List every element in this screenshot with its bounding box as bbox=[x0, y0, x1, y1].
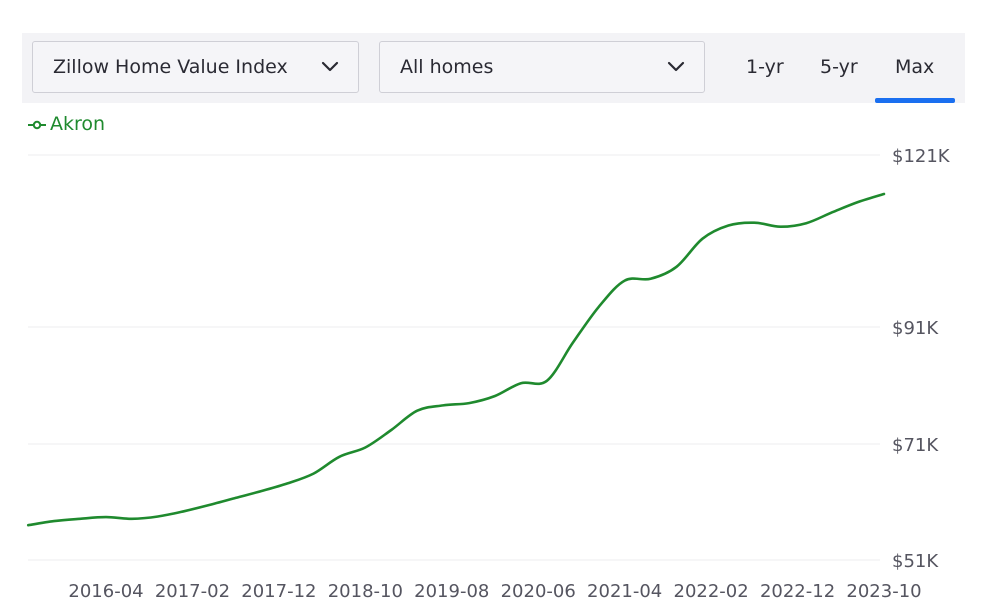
metric-dropdown[interactable]: Zillow Home Value Index bbox=[32, 41, 359, 93]
chart-toolbar: Zillow Home Value Index All homes 1-yr 5… bbox=[22, 33, 965, 103]
y-axis-ticks: $121K $91K $71K $51K bbox=[892, 146, 951, 572]
active-tab-indicator bbox=[875, 98, 955, 103]
gridlines bbox=[28, 154, 880, 561]
y-tick-label: $51K bbox=[892, 551, 939, 572]
y-tick-label: $91K bbox=[892, 318, 939, 339]
legend-label: Akron bbox=[50, 113, 106, 135]
x-axis-ticks: 2016-04 2017-02 2017-12 2018-10 2019-08 2020-… bbox=[68, 581, 921, 602]
x-tick-label: 2021-04 bbox=[587, 581, 662, 602]
tab-max[interactable]: Max bbox=[895, 56, 935, 78]
chevron-down-icon bbox=[667, 61, 685, 72]
chevron-down-icon bbox=[321, 61, 339, 72]
x-tick-label: 2022-02 bbox=[674, 581, 749, 602]
y-tick-label: $71K bbox=[892, 435, 939, 456]
x-tick-label: 2018-10 bbox=[328, 581, 403, 602]
line-marker-icon bbox=[28, 120, 46, 130]
series-line-akron bbox=[26, 192, 886, 527]
x-tick-label: 2023-10 bbox=[846, 581, 921, 602]
x-tick-label: 2020-06 bbox=[501, 581, 576, 602]
home-type-dropdown[interactable]: All homes bbox=[379, 41, 705, 93]
metric-dropdown-label: Zillow Home Value Index bbox=[53, 56, 288, 78]
x-tick-label: 2017-02 bbox=[155, 581, 230, 602]
tab-1-yr[interactable]: 1-yr bbox=[746, 56, 784, 78]
x-tick-label: 2022-12 bbox=[760, 581, 835, 602]
x-tick-label: 2019-08 bbox=[414, 581, 489, 602]
x-tick-label: 2017-12 bbox=[241, 581, 316, 602]
x-tick-label: 2016-04 bbox=[68, 581, 143, 602]
tab-5-yr[interactable]: 5-yr bbox=[820, 56, 858, 78]
home-type-dropdown-label: All homes bbox=[400, 56, 494, 78]
y-tick-label: $121K bbox=[892, 146, 951, 167]
